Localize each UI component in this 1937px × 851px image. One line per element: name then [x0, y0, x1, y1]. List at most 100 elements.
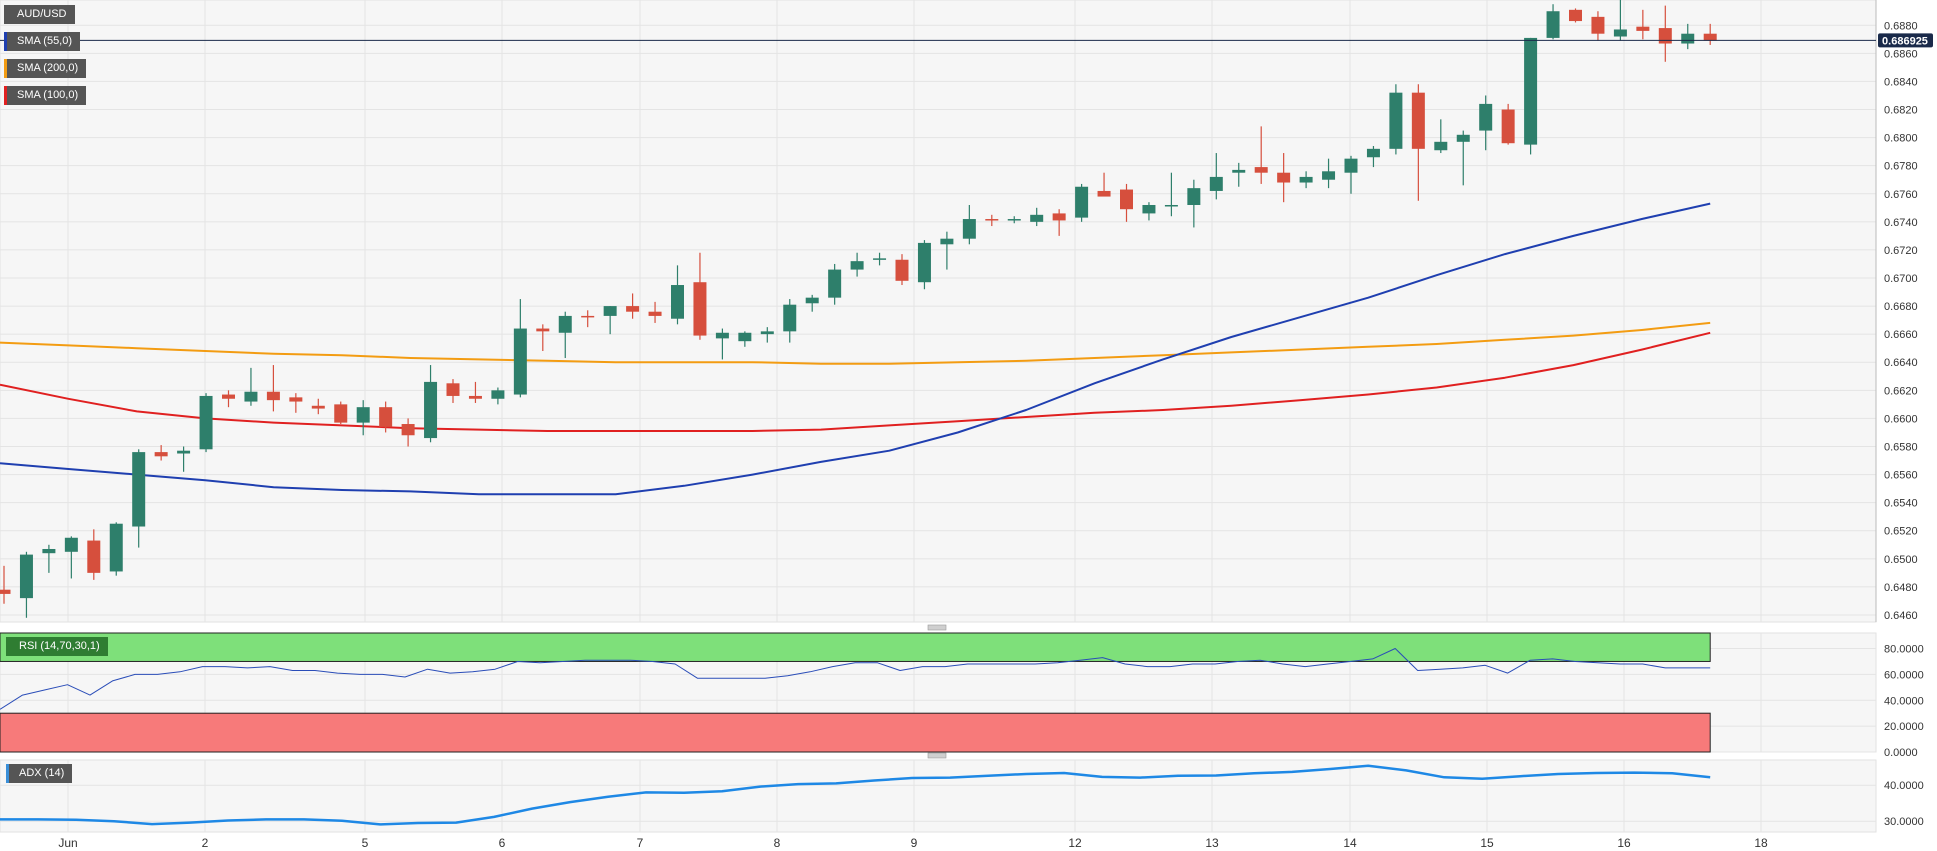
y-tick-label: 0.6540	[1884, 498, 1918, 510]
candle-body	[311, 405, 325, 409]
x-tick-label: 13	[1205, 836, 1219, 850]
candle-body	[1277, 172, 1291, 183]
legend-sma55[interactable]: SMA (55,0)	[4, 32, 81, 51]
candle-body	[1052, 213, 1066, 221]
candle-body	[895, 259, 909, 281]
y-tick-label: 0.6580	[1884, 441, 1918, 453]
y-tick-label: 0.6560	[1884, 470, 1918, 482]
candle-body	[1524, 37, 1538, 145]
adx-y-tick-label: 30.0000	[1884, 816, 1924, 828]
candle-body	[132, 452, 146, 527]
candle-body	[1030, 214, 1044, 222]
candle-body	[199, 395, 213, 450]
candle-body	[154, 452, 168, 457]
candle-body	[1434, 141, 1448, 151]
candle-body	[962, 219, 976, 239]
candle-body	[603, 306, 617, 316]
candle-body	[1007, 219, 1021, 221]
y-tick-label: 0.6480	[1884, 582, 1918, 594]
y-tick-label: 0.6500	[1884, 554, 1918, 566]
y-tick-label: 0.6620	[1884, 385, 1918, 397]
candle-body	[1591, 16, 1605, 34]
x-tick-label: 6	[499, 836, 506, 850]
candle-body	[177, 450, 191, 454]
x-tick-label: 9	[911, 836, 918, 850]
pane-background	[0, 0, 1877, 623]
y-tick-label: 0.6660	[1884, 329, 1918, 341]
candle-body	[491, 390, 505, 399]
x-tick-label: 15	[1480, 836, 1494, 850]
rsi-line	[0, 648, 1711, 710]
candle-body	[1097, 190, 1111, 197]
legend-sma200[interactable]: SMA (200,0)	[4, 59, 87, 78]
candle-body	[1636, 26, 1650, 31]
y-tick-label: 0.6800	[1884, 133, 1918, 145]
adx-y-tick-label: 40.0000	[1884, 780, 1924, 792]
legend-label: SMA (55,0)	[17, 35, 73, 47]
y-tick-label: 0.6740	[1884, 217, 1918, 229]
candle-body	[1232, 169, 1246, 173]
candle-body	[940, 238, 954, 245]
rsi-y-tick-label: 20.0000	[1884, 721, 1924, 733]
candle-body	[468, 395, 482, 399]
candle-body	[1187, 188, 1201, 205]
candle-body	[424, 381, 438, 439]
rsi-oversold-zone	[0, 712, 1711, 753]
candle-body	[1546, 11, 1560, 38]
candle-body	[334, 404, 348, 423]
y-tick-label: 0.6640	[1884, 357, 1918, 369]
current-price-tag	[1878, 33, 1933, 48]
candle-body	[1389, 92, 1403, 149]
candle-body	[715, 332, 729, 339]
candle-body	[917, 242, 931, 283]
y-tick-label: 0.6680	[1884, 301, 1918, 313]
y-tick-label: 0.6760	[1884, 189, 1918, 201]
y-tick-label: 0.6840	[1884, 76, 1918, 88]
candle-body	[1658, 28, 1672, 44]
candle-body	[1142, 204, 1156, 214]
adx-line	[0, 764, 1711, 826]
candle-body	[1164, 204, 1178, 207]
rsi-y-tick-label: 0.0000	[1884, 747, 1918, 759]
candle-body	[738, 332, 752, 342]
candle-body	[1299, 176, 1313, 183]
candle-body	[581, 315, 595, 318]
candle-body	[401, 424, 415, 436]
candle-body	[222, 394, 235, 399]
candle-body	[1479, 103, 1493, 131]
x-tick-label: 18	[1754, 836, 1768, 850]
candle-body	[805, 297, 819, 304]
candle-body	[671, 285, 684, 319]
legend-rsi[interactable]: RSI (14,70,30,1)	[6, 637, 108, 656]
candle-body	[87, 540, 101, 573]
rsi-overbought-zone	[0, 632, 1711, 662]
candle-body	[1366, 148, 1380, 158]
y-tick-label: 0.6700	[1884, 273, 1918, 285]
legend-main[interactable]: AUD/USD	[4, 5, 75, 24]
rsi-y-tick-label: 40.0000	[1884, 695, 1924, 707]
x-tick-label: 5	[362, 836, 369, 850]
candle-body	[873, 258, 887, 260]
x-tick-label: 2	[202, 836, 209, 850]
x-tick-label: 8	[774, 836, 781, 850]
candle-body	[1501, 109, 1515, 144]
y-tick-label: 0.6600	[1884, 413, 1918, 425]
candle-body	[626, 306, 640, 312]
rsi-y-tick-label: 60.0000	[1884, 669, 1924, 681]
candle-body	[0, 589, 11, 594]
candle-body	[760, 331, 774, 335]
pane-resize-handle	[927, 752, 947, 759]
legend-label: SMA (100,0)	[17, 89, 79, 101]
legend-sma100[interactable]: SMA (100,0)	[4, 86, 87, 105]
y-tick-label: 0.6880	[1884, 20, 1918, 32]
candle-body	[985, 219, 999, 221]
x-tick-label: Jun	[58, 836, 77, 850]
candle-body	[1322, 171, 1336, 180]
legend-adx[interactable]: ADX (14)	[6, 764, 73, 783]
candle-body	[693, 282, 707, 336]
legend-label: SMA (200,0)	[17, 62, 79, 74]
legend-label: RSI (14,70,30,1)	[19, 640, 100, 652]
candle-body	[19, 554, 33, 599]
